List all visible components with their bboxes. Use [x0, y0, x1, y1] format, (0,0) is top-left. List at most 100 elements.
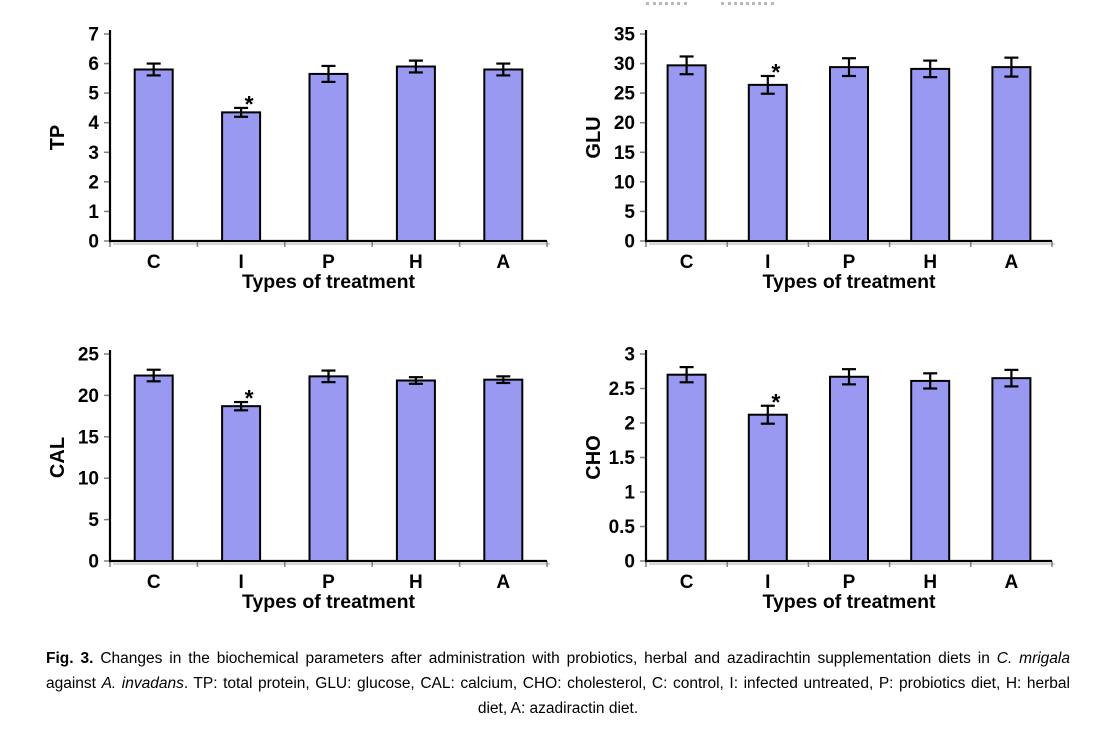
y-tick-label: 0: [624, 232, 635, 253]
chart-tp: 0 1 2 3 4 5 6 7 C * I P H A Types of treatment TP: [47, 25, 550, 293]
caption-segment: C. mrigala: [996, 650, 1070, 667]
y-tick-label: 20: [78, 386, 99, 407]
y-tick-label: 7: [88, 25, 99, 46]
y-tick-label: 0: [88, 552, 99, 573]
y-tick-label: 5: [88, 84, 99, 105]
category-label-C: C: [680, 252, 694, 273]
error-bar-A: [496, 62, 511, 77]
charts-grid: 0 1 2 3 4 5 6 7 C * I P H A Types of treatment TP 0 5 10 1…: [0, 8, 1116, 648]
error-bar-A: [1004, 368, 1019, 388]
error-bar-P: [321, 64, 336, 84]
bar-C: [133, 68, 174, 242]
bar-I: [221, 405, 262, 562]
bar-A: [991, 66, 1032, 243]
significance-star: *: [771, 389, 780, 415]
y-tick-label: 3: [88, 143, 99, 164]
category-label-A: A: [1005, 572, 1019, 593]
bar-P: [829, 375, 869, 562]
category-label-P: P: [843, 252, 856, 273]
chart-glu: 0 5 10 15 20 25 30 35 C * I P H A Types of treatment GL…: [583, 25, 1055, 293]
bar-H: [910, 379, 951, 562]
error-bar-C: [146, 368, 161, 383]
bar-A: [483, 378, 524, 562]
category-label-A: A: [496, 572, 510, 593]
y-tick-label: 6: [88, 54, 99, 75]
error-bar-P: [842, 57, 856, 78]
bar-I: [747, 83, 788, 242]
category-label-H: H: [923, 252, 937, 273]
category-label-I: I: [765, 252, 770, 273]
significance-star: *: [245, 91, 254, 117]
y-tick-label: 5: [624, 202, 635, 223]
y-tick-label: 1.5: [609, 448, 636, 469]
error-bar-H: [923, 372, 938, 390]
truncated-legend-marks: [0, 0, 1116, 8]
error-bar-C: [679, 55, 694, 76]
significance-star: *: [245, 385, 254, 411]
y-tick-label: 3: [624, 345, 635, 366]
error-bar-P: [842, 368, 856, 386]
y-tick-label: 35: [614, 25, 636, 46]
y-axis-title: TP: [47, 125, 69, 151]
error-bar-C: [679, 366, 694, 384]
bar-A: [991, 377, 1032, 563]
y-tick-label: 2.5: [609, 379, 636, 400]
y-tick-label: 15: [614, 143, 636, 164]
caption-segment: Fig. 3.: [46, 650, 94, 667]
chart-cal: 0 5 10 15 20 25 C * I P H A Types of treatment CAL: [47, 345, 550, 613]
bar-P: [829, 66, 869, 243]
bar-P: [308, 72, 349, 242]
bar-C: [666, 64, 707, 242]
legend-fragment-icon: [646, 2, 687, 5]
category-label-A: A: [1005, 252, 1019, 273]
y-tick-label: 10: [614, 172, 635, 193]
x-axis-title: Types of treatment: [242, 591, 416, 613]
y-axis-title: CAL: [47, 437, 69, 478]
caption-segment: Changes in the biochemical parameters af…: [93, 650, 997, 667]
bar-H: [910, 67, 951, 242]
y-tick-label: 25: [78, 345, 100, 366]
category-label-H: H: [923, 572, 937, 593]
y-tick-label: 0: [88, 232, 99, 253]
y-tick-label: 2: [88, 172, 99, 193]
y-axis-title: CHO: [583, 435, 605, 479]
category-label-I: I: [238, 252, 243, 273]
category-label-H: H: [409, 252, 423, 273]
category-label-P: P: [322, 252, 335, 273]
y-tick-label: 4: [88, 113, 99, 134]
error-bar-P: [321, 369, 336, 384]
bar-P: [308, 375, 349, 562]
caption-segment: A. invadans: [101, 675, 184, 692]
error-bar-C: [146, 62, 161, 77]
bar-A: [483, 68, 524, 242]
x-axis-title: Types of treatment: [762, 591, 936, 613]
error-bar-H: [408, 376, 423, 385]
bar-H: [395, 65, 436, 243]
category-label-P: P: [322, 572, 335, 593]
y-tick-label: 2: [624, 414, 635, 435]
error-bar-H: [408, 59, 423, 74]
y-tick-label: 5: [88, 510, 99, 531]
bar-C: [133, 374, 174, 562]
caption-segment: against: [46, 675, 102, 692]
chart-cho: 0 0.5 1 1.5 2 2.5 3 C * I P H A Types of treatment CHO: [583, 345, 1055, 613]
y-tick-label: 15: [78, 427, 100, 448]
x-axis-title: Types of treatment: [762, 271, 936, 293]
error-bar-I: [234, 400, 249, 412]
bar-I: [747, 413, 788, 562]
category-label-I: I: [765, 572, 770, 593]
bar-C: [666, 373, 707, 563]
category-label-C: C: [147, 252, 161, 273]
x-axis-title: Types of treatment: [242, 271, 416, 293]
error-bar-I: [760, 74, 775, 95]
y-tick-label: 1: [88, 202, 99, 223]
error-bar-H: [923, 59, 938, 79]
error-bar-A: [496, 375, 511, 385]
error-bar-I: [760, 404, 775, 425]
y-tick-label: 0.5: [609, 517, 636, 538]
category-label-C: C: [147, 572, 161, 593]
legend-fragment-icon: [721, 2, 774, 5]
y-tick-label: 30: [614, 54, 635, 75]
bar-I: [221, 111, 262, 242]
bar-H: [395, 379, 436, 562]
